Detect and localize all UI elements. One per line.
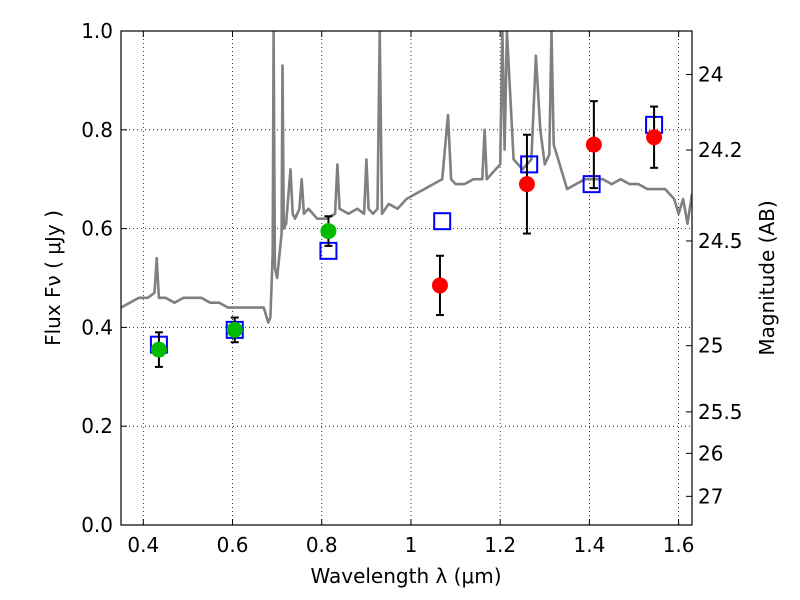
green-data-point [150,341,167,358]
x-tick-label: 1.2 [484,533,516,557]
y2-tick-label: 24 [698,62,723,86]
markers-layer [149,100,664,368]
x-tick-label: 1.6 [663,533,695,557]
y-tick-label: 0.6 [81,217,113,241]
x-tick-labels: 0.4 0.6 0.8 1 1.2 1.4 1.6 [127,533,694,557]
x-tick-label: 0.4 [127,533,159,557]
plot-frame [120,30,693,526]
y2-tick-label: 27 [698,484,723,508]
y2-tick-label: 25 [698,334,723,358]
y-tick-label: 0.4 [81,315,113,339]
model-square-marker [433,212,452,231]
x-axis-label: Wavelength λ (μm) [310,564,501,588]
red-data-point [518,176,535,193]
y-tick-label: 0.2 [81,414,113,438]
y-tick-label: 0.0 [81,513,113,537]
spectrum-line [121,31,692,324]
spectrum-layer [121,31,692,324]
y-axis-label: Flux Fν ( μJy ) [41,210,65,346]
x-tick-label: 1 [405,533,418,557]
y2-tick-label: 24.5 [698,229,743,253]
red-data-point [585,136,602,153]
red-data-point [431,277,448,294]
y2-tick-labels: 24 24.2 24.5 25 25.5 26 27 [698,62,743,508]
green-data-point [320,223,337,240]
model-square-marker [582,175,601,194]
plot-area [121,31,692,525]
x-tick-label: 0.6 [217,533,249,557]
green-data-point [226,321,243,338]
axis-ticks [121,30,692,526]
y-tick-label: 0.8 [81,118,113,142]
red-data-point [646,129,663,146]
y2-tick-label: 24.2 [698,138,743,162]
y2-tick-label: 25.5 [698,400,743,424]
y2-tick-label: 26 [698,441,723,465]
y2-axis-label: Magnitude (AB) [755,200,779,355]
model-square-marker [520,155,539,174]
x-tick-label: 0.8 [306,533,338,557]
y-tick-label: 1.0 [81,19,113,43]
x-tick-label: 1.4 [573,533,605,557]
y-tick-labels: 0.0 0.2 0.4 0.6 0.8 1.0 [81,19,113,537]
